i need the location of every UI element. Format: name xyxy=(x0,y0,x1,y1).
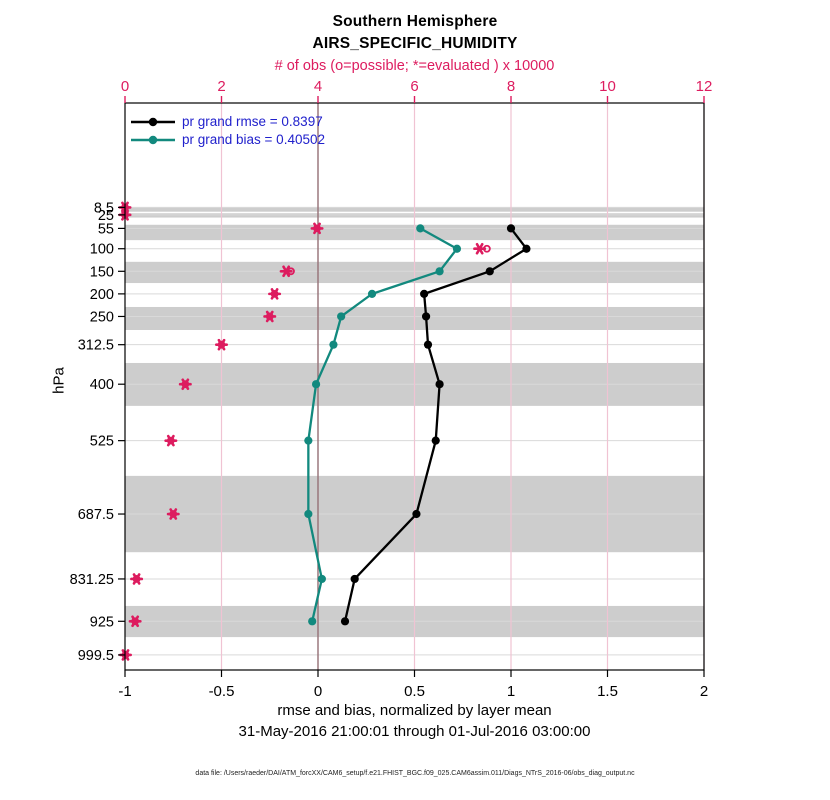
x-tick-label: 2 xyxy=(700,683,708,700)
x-tick-label: 1 xyxy=(507,683,515,700)
y-axis-label: hPa xyxy=(50,367,68,394)
top-axis-label: # of obs (o=possible; *=evaluated ) x 10… xyxy=(274,58,555,74)
chart-title-line1: Southern Hemisphere xyxy=(332,13,498,30)
obs-tick-label: 0 xyxy=(121,78,129,95)
rmse-line-marker xyxy=(423,340,433,349)
date-range-label: 31-May-2016 21:00:01 through 01-Jul-2016… xyxy=(238,723,591,740)
y-tick-label: 200 xyxy=(90,287,114,303)
bias-line xyxy=(307,227,459,622)
rmse-line-marker xyxy=(431,436,440,445)
obs-evaluated-marker xyxy=(282,265,291,278)
obs-tick-label: 4 xyxy=(314,78,322,95)
legend-row-rmse: pr grand rmse = 0.8397 xyxy=(130,113,325,131)
rmse-line-marker xyxy=(350,574,359,584)
bias-line-marker xyxy=(337,312,346,321)
obs-tick-label: 10 xyxy=(599,78,616,95)
y-tick-label: 25 xyxy=(98,208,114,224)
rmse-line-marker xyxy=(522,244,531,253)
y-tick-label: 250 xyxy=(90,309,114,325)
y-tick-label: 999.5 xyxy=(78,648,114,664)
x-tick-label: -0.5 xyxy=(209,683,235,700)
y-tick-label: 400 xyxy=(90,377,114,393)
y-tick-label: 55 xyxy=(98,221,114,237)
y-tick-label: 150 xyxy=(90,264,114,280)
obs-tick-label: 6 xyxy=(410,78,418,95)
legend-label-bias: pr grand bias = 0.40502 xyxy=(182,132,325,147)
rmse-line-marker xyxy=(506,224,516,233)
rmse-line-marker xyxy=(420,289,429,298)
rmse-line-marker xyxy=(485,267,494,276)
bias-line-marker xyxy=(416,224,425,233)
obs-evaluated-marker xyxy=(131,615,140,628)
obs-evaluated-marker xyxy=(265,310,274,323)
obs-tick-label: 12 xyxy=(696,78,713,95)
x-axis-label: rmse and bias, normalized by layer mean xyxy=(277,702,552,719)
rmse-line-marker xyxy=(435,380,444,389)
obs-tick-label: 8 xyxy=(507,78,515,95)
bias-legend-marker-icon xyxy=(131,135,175,145)
obs-evaluated-marker xyxy=(166,434,175,447)
obs-evaluated-marker xyxy=(313,222,321,235)
obs-evaluated-marker xyxy=(270,288,279,300)
y-tick-label: 525 xyxy=(90,434,114,450)
data-file-path: data file: /Users/raeder/DAI/ATM_forcXX/… xyxy=(195,770,635,777)
rmse-line-marker xyxy=(421,312,431,321)
rmse-line-marker xyxy=(412,509,421,519)
bias-line-marker xyxy=(311,380,321,389)
bias-line-marker xyxy=(304,436,313,445)
bias-line-marker xyxy=(317,574,326,584)
y-tick-label: 831.25 xyxy=(70,572,114,588)
y-tick-label: 8.5 xyxy=(94,200,114,216)
obs-evaluated-marker xyxy=(217,338,226,351)
rmse-legend-marker-icon xyxy=(131,117,175,127)
legend-label-rmse: pr grand rmse = 0.8397 xyxy=(182,114,323,129)
y-tick-label: 100 xyxy=(90,242,114,258)
bias-line-marker xyxy=(304,509,313,519)
bias-line-marker xyxy=(367,289,377,298)
rmse-line-marker xyxy=(340,617,350,626)
obs-evaluated-marker xyxy=(475,242,484,255)
y-tick-label: 687.5 xyxy=(78,507,114,523)
bias-line-marker xyxy=(329,340,338,349)
bias-line-marker xyxy=(452,244,462,253)
x-tick-label: 0 xyxy=(314,683,322,700)
x-tick-label: -1 xyxy=(118,683,131,700)
obs-evaluated-marker xyxy=(169,508,178,520)
rmse-line xyxy=(343,227,528,622)
legend-row-bias: pr grand bias = 0.40502 xyxy=(130,131,325,149)
x-tick-label: 1.5 xyxy=(597,683,618,700)
x-tick-label: 0.5 xyxy=(404,683,425,700)
y-tick-label: 312.5 xyxy=(78,338,114,354)
chart-title-line2: AIRS_SPECIFIC_HUMIDITY xyxy=(312,35,518,52)
bias-line-marker xyxy=(435,267,444,276)
bias-line-marker xyxy=(308,617,317,626)
obs-tick-label: 2 xyxy=(217,78,225,95)
legend: pr grand rmse = 0.8397 pr grand bias = 0… xyxy=(130,113,325,149)
obs-evaluated-marker xyxy=(181,378,190,391)
y-tick-label: 925 xyxy=(90,614,114,630)
obs-evaluated-marker xyxy=(132,573,141,585)
